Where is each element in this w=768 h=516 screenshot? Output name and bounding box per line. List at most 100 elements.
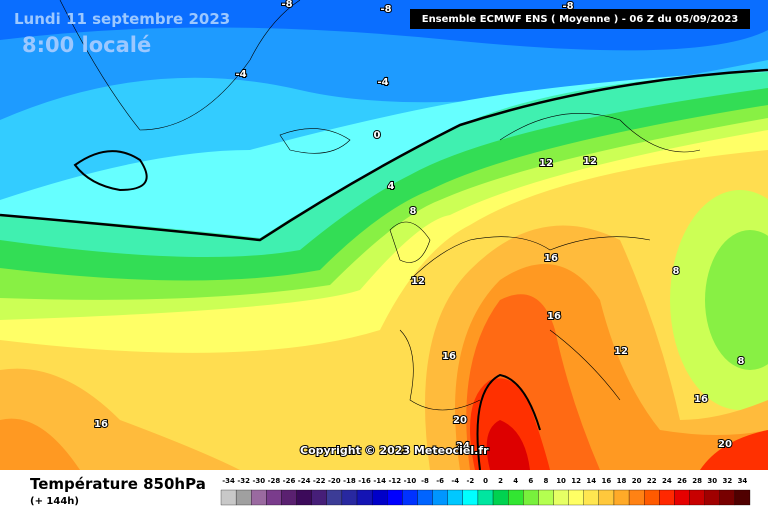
contour-label: 12 — [614, 346, 628, 357]
legend-swatch — [266, 489, 282, 506]
legend-swatch — [387, 489, 403, 506]
legend-label: -22 — [313, 477, 326, 485]
legend-swatch — [492, 489, 509, 506]
legend-label: -32 — [237, 477, 250, 485]
time-title: 8:00 localé — [22, 33, 151, 57]
legend-swatch — [371, 489, 388, 506]
legend-swatch — [734, 489, 751, 506]
legend-label: 32 — [722, 477, 732, 485]
legend-swatch — [326, 489, 343, 506]
legend-label: -24 — [298, 477, 311, 485]
legend-label: -34 — [222, 477, 235, 485]
legend-swatch — [311, 489, 327, 506]
copyright: Copyright © 2023 Meteociel.fr — [300, 444, 489, 457]
legend-label: -20 — [328, 477, 341, 485]
date-title: Lundi 11 septembre 2023 — [14, 10, 230, 28]
legend-label: 14 — [586, 477, 596, 485]
legend-swatch — [583, 489, 600, 506]
run-box — [410, 9, 750, 29]
legend-label: -2 — [466, 477, 474, 485]
contour-label: 12 — [583, 156, 597, 167]
legend-swatch — [644, 489, 660, 506]
contour-label: 12 — [411, 276, 425, 287]
contour-label: 20 — [453, 415, 467, 426]
legend-label: -8 — [421, 477, 429, 485]
legend-swatch — [568, 489, 584, 506]
legend-label: 12 — [571, 477, 581, 485]
legend-swatch — [538, 489, 554, 506]
legend-label: -12 — [388, 477, 401, 485]
contour-label: 8 — [738, 356, 745, 367]
contour-labels: -8 -8 -8 -4 -4 0 4 8 12 12 12 12 16 16 1… — [93, 0, 745, 453]
contour-label: 4 — [388, 181, 395, 192]
contour-label: 16 — [694, 394, 708, 405]
legend-swatch — [613, 489, 630, 506]
legend-label: 28 — [692, 477, 702, 485]
legend-swatch — [659, 489, 675, 506]
legend-swatch — [689, 489, 705, 506]
legend-label: 8 — [544, 477, 549, 485]
legend-swatch — [341, 489, 358, 506]
legend-swatch — [356, 489, 373, 506]
legend-swatch — [251, 489, 267, 506]
legend-label: 0 — [483, 477, 488, 485]
legend-swatch — [508, 489, 524, 506]
legend-label: 16 — [602, 477, 612, 485]
legend-swatch — [553, 489, 569, 506]
legend-label: 30 — [707, 477, 717, 485]
legend-label: 4 — [513, 477, 518, 485]
contour-label: -4 — [377, 77, 388, 88]
contour-label: -8 — [380, 4, 391, 15]
legend-label: 34 — [738, 477, 748, 485]
legend-label: -16 — [358, 477, 371, 485]
contour-label: 12 — [539, 158, 553, 169]
legend-swatch — [417, 489, 433, 506]
temperature-field — [0, 0, 768, 471]
legend-label: -4 — [451, 477, 459, 485]
contour-label: 16 — [547, 311, 561, 322]
legend-swatch — [719, 489, 736, 506]
legend-label: -30 — [252, 477, 265, 485]
legend-swatch — [523, 489, 539, 506]
legend-label: 6 — [528, 477, 533, 485]
legend-swatch — [235, 489, 252, 506]
contour-label: 20 — [718, 439, 732, 450]
legend-swatch — [628, 489, 645, 506]
contour-label: 8 — [410, 206, 417, 217]
lead-time: (+ 144h) — [30, 496, 79, 507]
legend-swatch — [704, 489, 720, 506]
contour-label: 24 — [456, 441, 470, 452]
footer-title: Température 850hPa — [30, 475, 206, 493]
contour-label: 0 — [374, 130, 381, 141]
legend-label: -6 — [436, 477, 444, 485]
contour-label: -4 — [235, 69, 246, 80]
legend-swatch — [432, 489, 448, 506]
legend-label: 24 — [662, 477, 672, 485]
run-info: Ensemble ECMWF ENS ( Moyenne ) - 06 Z du… — [422, 14, 739, 25]
legend-label: -28 — [268, 477, 281, 485]
contour-label: 16 — [544, 253, 558, 264]
contour-label: 16 — [442, 351, 456, 362]
coastlines — [59, 0, 701, 411]
legend-label: 2 — [498, 477, 503, 485]
color-legend: -34 -32 -30 -28 -26 -24 -22 -20 -18 -16 -14 -12 -10-… — [220, 477, 751, 506]
contour-label: 8 — [673, 266, 680, 277]
legend-label: -10 — [404, 477, 417, 485]
legend-swatch — [447, 489, 463, 506]
legend-swatch — [674, 489, 690, 506]
legend-label: 26 — [677, 477, 687, 485]
contour-label: -8 — [281, 0, 292, 10]
legend-label: 10 — [556, 477, 566, 485]
legend-swatch — [220, 489, 237, 506]
legend-swatch — [462, 489, 479, 506]
contour-label: 16 — [94, 419, 108, 430]
legend-label: 20 — [632, 477, 642, 485]
legend-swatch — [402, 489, 418, 506]
legend-swatch — [598, 489, 615, 506]
legend-label: -18 — [343, 477, 356, 485]
legend-swatch — [296, 489, 312, 506]
legend-label: -14 — [373, 477, 386, 485]
legend-label: 22 — [647, 477, 657, 485]
legend-label: 18 — [617, 477, 627, 485]
